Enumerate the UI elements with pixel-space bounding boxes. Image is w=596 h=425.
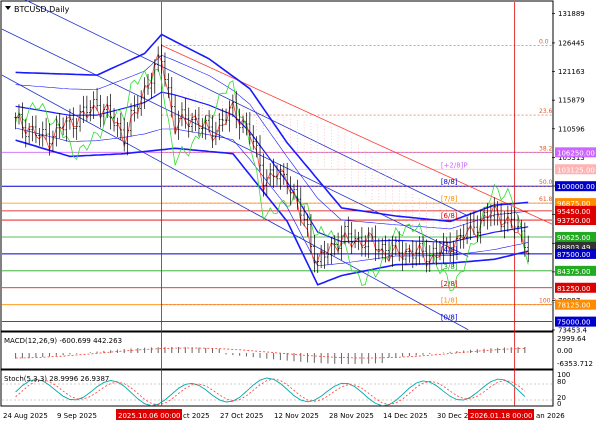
regression-channel-line [1,74,469,331]
x-tick-label: 30 Dec 2 [437,412,468,420]
price-label-text: 84375.00 [557,268,590,276]
price-label-badge [555,299,596,310]
regression-channel-line [1,28,469,257]
macd-axis-bottom: -6353.712 [557,360,593,368]
x-tick-label: 27 Oct 2025 [220,412,263,420]
inner-band-line [15,54,529,230]
price-label-text: 93750.00 [557,217,590,225]
x-tick-label: 28 Nov 2025 [329,412,374,420]
y-axis-label: 126445 [558,39,585,47]
vertical-marker-label: 2026.01.18 00:00 [470,412,532,420]
x-tick-label: ct 2025 [183,412,210,420]
price-label-text: 81250.00 [557,285,590,293]
stoch-axis-100: 100 [557,371,570,379]
macd-signal-line [15,347,525,359]
price-label-badge [555,316,596,327]
price-label-text: 88803.49 [557,244,590,252]
fib-level-label: 23.6 [539,108,553,115]
murrey-level-label: [+2/8]P [441,161,468,169]
dropdown-triangle-icon[interactable] [5,6,11,10]
fib-level-label: 100.0 [539,298,556,305]
price-label-badge [555,164,596,175]
vertical-marker-badge [468,409,534,420]
stoch-axis-0: 0 [557,400,561,408]
price-label-text: 78125.00 [557,302,590,310]
price-label-badge [555,282,596,293]
y-axis-label: 131889 [558,10,585,18]
x-tick-label: an 2026 [536,412,565,420]
murrey-level-label: [7/8] [441,195,458,203]
stoch-panel-frame [0,369,554,407]
y-axis-label: 73453.4 [558,327,587,335]
price-label-badge [555,205,596,216]
price-label-text: 75000.00 [557,319,590,327]
bollinger-upper-line [15,33,529,223]
price-label-badge [555,215,596,226]
murrey-level-label: [4/8] [441,246,458,254]
price-label-badge [555,248,596,259]
y-axis-label: 121163 [558,68,585,76]
vertical-marker-badge [116,409,182,420]
window-title: BTCUSD,Daily [14,5,70,14]
bollinger-middle-line [15,91,529,243]
regression-channel-line [24,0,469,217]
price-label-badge [555,231,596,242]
murrey-level-label: [6/8] [441,212,458,220]
green-moving-average-line [15,68,529,291]
macd-axis-zero: 0.00 [557,347,573,355]
main-layer [1,0,553,407]
trend-line [161,44,553,225]
fib-level-label: 61.8 [539,196,553,203]
macd-label: MACD(12,26,9) -600.699 442.263 [4,337,122,345]
vertical-marker-label: 2025.10.06 00:00 [118,412,180,420]
x-tick-label: 9 Sep 2025 [57,412,97,420]
x-tick-label: 14 Dec 2025 [383,412,428,420]
price-label-text: 96875.00 [557,200,590,208]
price-label-text: 103125.00 [557,166,595,174]
stoch-label: Stoch(5,3,3) 28.9996 26.9387 [4,375,109,383]
bollinger-lower-line [15,139,529,286]
y-axis-label: 105313 [558,154,585,162]
macd-axis-top: 2999.64 [557,335,586,343]
murrey-level-label: [8/8] [441,178,458,186]
x-tick-label: 24 Aug 2025 [3,412,48,420]
price-label-badge [555,241,596,252]
price-label-text: 95450.00 [557,208,590,216]
price-label-text: 90625.00 [557,234,590,242]
murrey-level-label: [0/8] [441,314,458,322]
stoch-axis-80: 80 [557,378,566,386]
price-label-badge [555,181,596,192]
price-label-text: 100000.00 [557,183,595,191]
stoch-signal-line [15,378,526,406]
inner-band-line [15,127,529,267]
fib-level-label: 0.0 [539,38,549,45]
main-panel-frame [0,0,554,332]
murrey-level-label: [3/8] [441,263,458,271]
x-tick-label: 12 Nov 2025 [274,412,319,420]
fib-level-label: 38.2 [539,145,553,152]
y-axis-label: 115879 [558,97,585,105]
macd-panel-frame [0,331,554,370]
murrey-level-label: [1/8] [441,297,458,305]
price-label-text: 87500.00 [557,251,590,259]
moving-average-line [15,53,529,268]
fib-level-label: 50.0 [539,179,553,186]
price-label-badge [555,265,596,276]
murrey-level-label: [2/8] [441,280,458,288]
label-layer: 0.0 23.6 38.2 50.0 61.8 100.0 [+2/8]P [8/8] [7/8… [441,10,596,335]
stoch-axis-20: 20 [557,394,566,402]
price-label-badge [555,147,596,158]
price-label-badge [555,198,596,209]
stoch-main-line [15,377,526,407]
price-label-text: 106250.00 [557,149,595,157]
y-axis-label: 110596 [558,125,585,133]
